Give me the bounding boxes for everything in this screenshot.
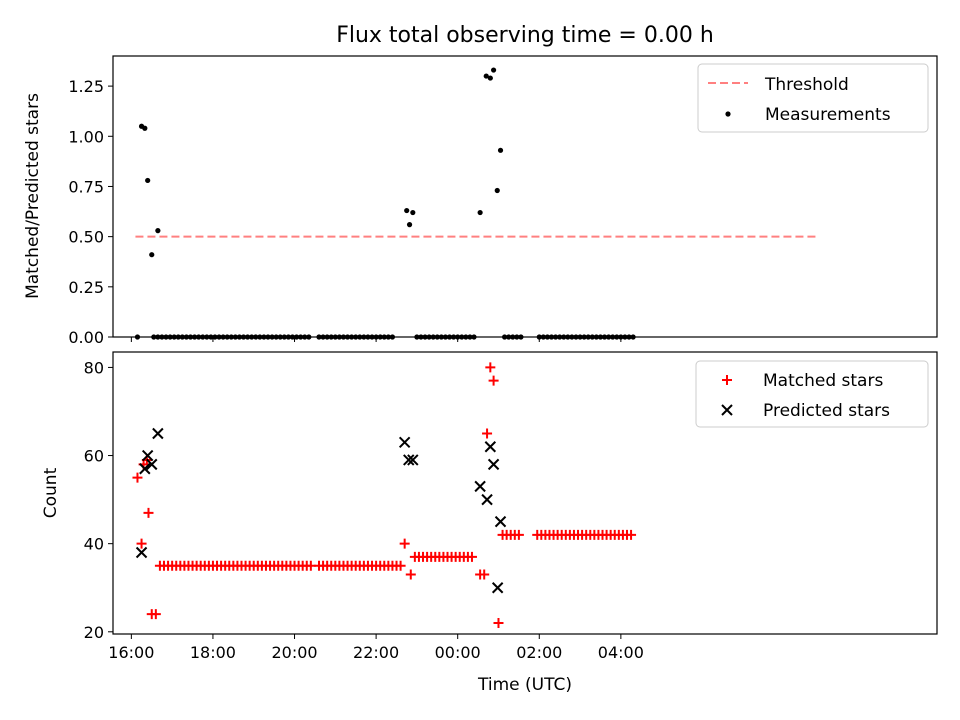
legend-matched-label: Matched stars	[763, 371, 883, 391]
x-tick-label: 18:00	[190, 643, 236, 662]
y-tick-label: 80	[84, 358, 104, 377]
chart-title: Flux total observing time = 0.00 h	[336, 23, 714, 48]
measurement-point	[149, 252, 155, 258]
x-tick-label: 20:00	[271, 643, 317, 662]
predicted-star-marker	[135, 546, 148, 559]
predicted-star-marker	[481, 493, 493, 506]
predicted-star-marker	[474, 480, 486, 493]
measurement-point	[410, 209, 416, 216]
matched-star-marker	[626, 529, 637, 540]
predicted-star-marker	[484, 441, 497, 453]
matched-star-marker	[143, 507, 154, 518]
top-y-axis-label: Matched/Predicted stars	[23, 93, 43, 299]
plot-frame	[112, 351, 938, 635]
x-tick-label: 02:00	[516, 643, 562, 662]
predicted-star-marker	[139, 463, 151, 475]
matched-star-marker	[136, 538, 147, 549]
legend-matched-swatch	[722, 375, 732, 385]
legend-measurements-label: Measurements	[765, 105, 891, 125]
top-panel: 0.00 0.25 0.50 0.75 1.00 1.25 Threshold Measure…	[68, 55, 938, 347]
legend-box	[697, 63, 929, 133]
measurement-point	[494, 187, 500, 194]
matched-star-marker	[466, 551, 477, 562]
legend-predicted-swatch	[721, 404, 733, 416]
matched-star-marker	[485, 362, 496, 373]
bottom-y-axis-label: Count	[41, 467, 61, 518]
predicted-star-marker	[494, 515, 507, 528]
y-tick-label: 1.25	[68, 77, 104, 96]
matched-star-marker	[399, 538, 410, 549]
top-legend: Threshold Measurements	[697, 63, 929, 133]
x-tick-label: 04:00	[598, 643, 644, 662]
matched-star-marker	[132, 472, 143, 483]
legend-measurements-swatch	[725, 111, 731, 117]
x-tick-label: 00:00	[435, 643, 481, 662]
matched-star-marker	[482, 428, 493, 439]
matched-star-marker	[488, 375, 499, 386]
bottom-legend: Matched stars Predicted stars	[695, 360, 929, 428]
predicted-star-marker	[407, 454, 419, 466]
y-tick-label: 0.75	[68, 177, 104, 196]
matched-star-marker	[513, 529, 524, 540]
y-tick-label: 1.00	[68, 127, 104, 146]
matched-star-marker	[493, 617, 504, 628]
x-tick-label: 16:00	[108, 643, 154, 662]
measurement-point	[155, 228, 161, 234]
matched-star-marker	[150, 609, 161, 620]
measurement-point	[142, 125, 148, 131]
y-tick-label: 0.25	[68, 278, 104, 297]
legend-predicted-label: Predicted stars	[763, 401, 890, 421]
measurement-point	[483, 73, 489, 79]
y-tick-label: 0.00	[68, 328, 104, 347]
measurement-point	[406, 222, 413, 228]
measurement-point	[487, 75, 493, 81]
measurement-point	[477, 209, 483, 216]
predicted-star-marker	[491, 582, 504, 594]
bottom-panel: 20 40 60 80 16:00 18:00 20:00 22:00 00:00 02:00 04…	[84, 351, 938, 662]
measurement-point	[490, 67, 497, 73]
measurement-point	[404, 207, 410, 214]
x-tick-label: 22:00	[353, 643, 399, 662]
y-tick-label: 60	[84, 447, 104, 466]
predicted-star-marker	[403, 454, 415, 466]
plot-frame	[112, 55, 938, 338]
predicted-star-marker	[146, 458, 158, 471]
predicted-star-marker	[152, 427, 164, 440]
measurement-point	[497, 147, 504, 153]
x-axis-label: Time (UTC)	[477, 675, 572, 695]
predicted-star-marker	[398, 436, 411, 449]
y-tick-label: 40	[84, 535, 104, 554]
matched-star-marker	[479, 569, 490, 580]
y-tick-label: 0.50	[68, 228, 104, 247]
matched-star-marker	[405, 569, 416, 580]
y-tick-label: 20	[84, 623, 104, 642]
measurement-point	[145, 177, 151, 184]
matched-star-marker	[395, 560, 406, 571]
predicted-star-marker	[487, 458, 500, 471]
legend-box	[695, 360, 929, 428]
predicted-star-marker	[141, 449, 154, 462]
legend-threshold-label: Threshold	[764, 75, 849, 95]
